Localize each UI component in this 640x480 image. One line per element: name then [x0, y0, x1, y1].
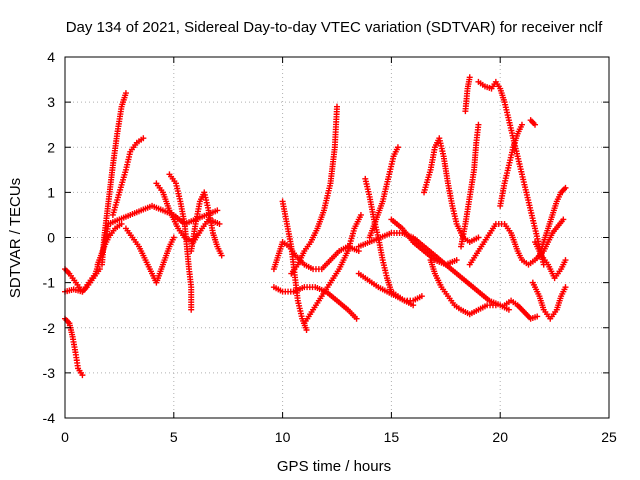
series-arc-13 [288, 103, 340, 277]
y-tick-label: -2 [43, 320, 56, 336]
series-arc-32 [532, 239, 569, 282]
x-tick-label: 15 [384, 429, 400, 445]
y-tick-label: -1 [43, 275, 56, 291]
series-arc-10 [188, 189, 225, 259]
series-arc-18 [366, 144, 401, 241]
x-tick-label: 0 [61, 429, 69, 445]
y-tick-label: 1 [47, 184, 55, 200]
x-tick-label: 25 [601, 429, 617, 445]
axis-ticks: 0 5 10 15 20 25 -4 -3 -2 -1 0 1 2 3 4 [43, 49, 617, 445]
series-arc-05 [109, 135, 147, 218]
x-axis-title: GPS time / hours [277, 458, 391, 475]
series-arc-25 [466, 216, 567, 268]
series-arc-01 [62, 220, 125, 295]
y-axis-title: SDTVAR / TECUs [7, 178, 24, 298]
y-tick-label: 0 [47, 230, 55, 246]
series-arc-17 [355, 270, 417, 309]
x-tick-label: 10 [275, 429, 291, 445]
series-arc-22 [427, 257, 499, 318]
series-arc-29 [527, 117, 539, 128]
y-tick-label: -4 [43, 410, 56, 426]
x-tick-label: 5 [170, 429, 178, 445]
series-arc-07 [122, 225, 177, 286]
data-points [62, 74, 569, 379]
series-arc-09 [166, 171, 195, 313]
series-arc-23 [458, 121, 482, 250]
series-arc-15 [301, 211, 364, 327]
y-tick-label: 4 [47, 49, 55, 65]
x-tick-label: 20 [492, 429, 508, 445]
series-arc-27 [501, 297, 541, 322]
series-arc-28 [497, 121, 525, 209]
series-arc-26 [475, 78, 547, 268]
chart-title: Day 134 of 2021, Sidereal Day-to-day VTE… [66, 19, 603, 36]
series-arc-02 [62, 315, 86, 379]
y-tick-label: -3 [43, 365, 56, 381]
series-arc-30 [529, 279, 569, 322]
y-tick-label: 3 [47, 94, 55, 110]
y-tick-label: 2 [47, 139, 55, 155]
series-arc-24 [462, 74, 473, 115]
series-arc-20 [388, 216, 512, 313]
